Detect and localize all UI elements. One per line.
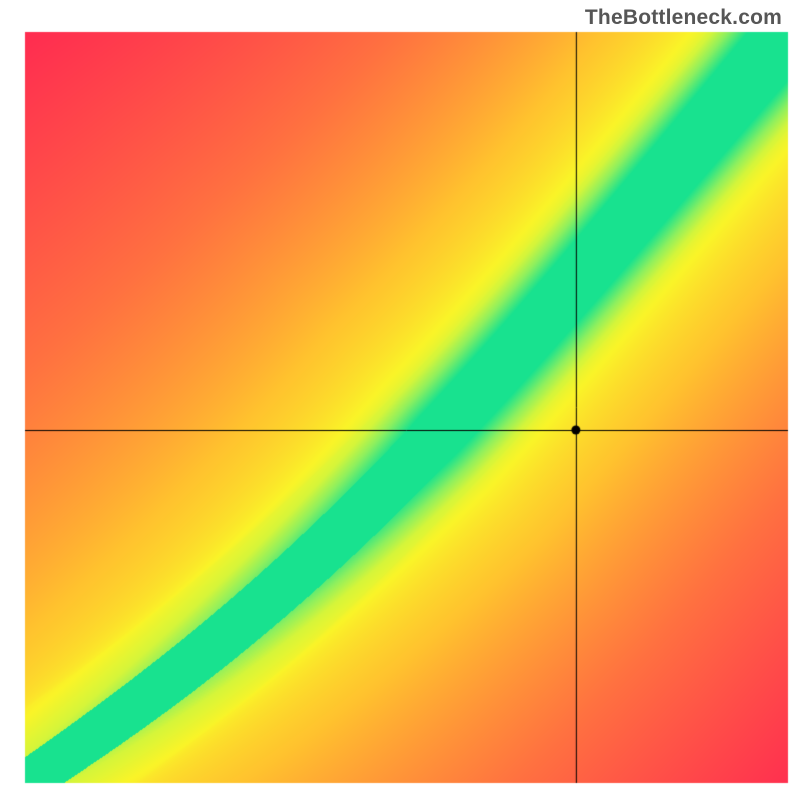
watermark-text: TheBottleneck.com <box>585 6 782 30</box>
bottleneck-heatmap-container: { "watermark": "TheBottleneck.com", "hea… <box>0 0 800 800</box>
heatmap-canvas <box>0 0 800 800</box>
